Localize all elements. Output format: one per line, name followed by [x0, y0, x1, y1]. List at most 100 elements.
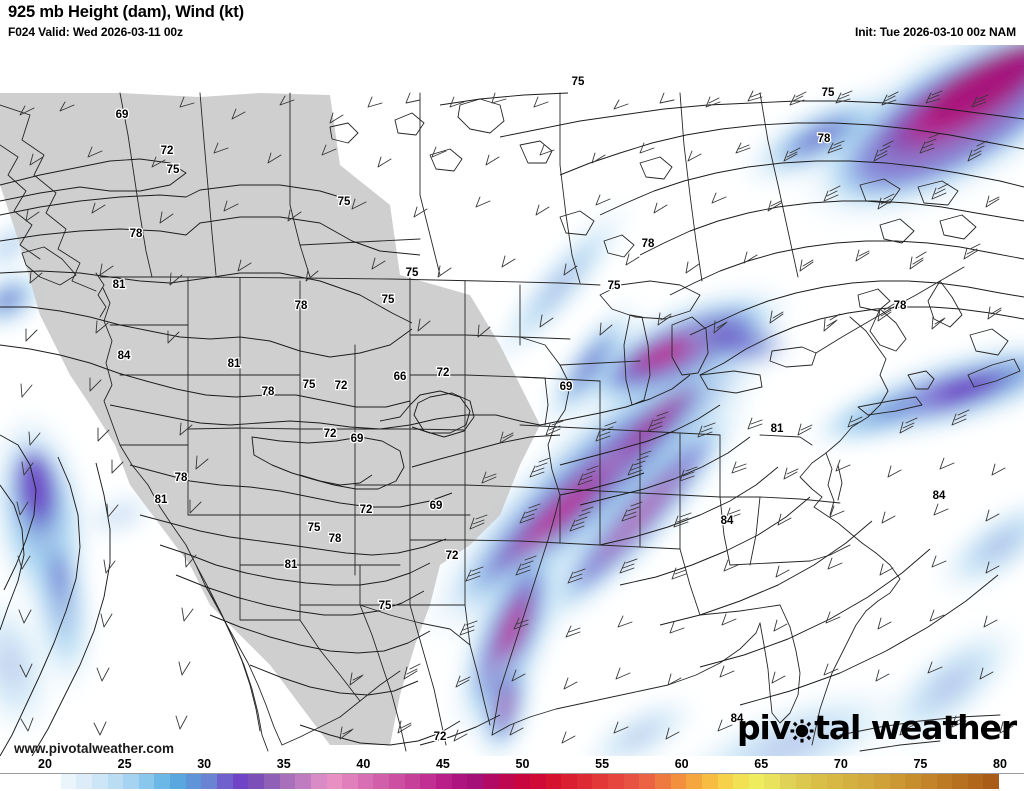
colorbar-swatch: [608, 774, 624, 789]
sun-icon: [790, 719, 814, 743]
contour-label: 84: [731, 713, 744, 725]
contour-label: 84: [933, 490, 946, 502]
wind-speed-colorbar[interactable]: 20 25 30 35 40 45 50 55 60 65 70 75 80: [0, 756, 1024, 791]
colorbar-swatch: [248, 774, 264, 789]
contour-label: 78: [642, 238, 655, 250]
colorbar-swatch: [310, 774, 327, 789]
colorbar-swatch: [389, 774, 405, 789]
logo-text-part2: tal weather: [814, 708, 1017, 747]
colorbar-swatch: [780, 774, 796, 789]
colorbar-swatch: [185, 774, 202, 789]
contour-label: 75: [338, 196, 351, 208]
init-time-label: Init: Tue 2026-03-10 00z NAM: [854, 25, 1016, 39]
contour-label: 81: [285, 559, 298, 571]
colorbar-tick: 65: [754, 757, 769, 771]
map-svg: 69 72 75 78 81 75 75 75 78 78 75 75 78 75 78 84 81 66 72 78…: [0, 45, 1024, 756]
wind-speed-shading: [0, 45, 1024, 756]
contour-label: 75: [572, 76, 585, 88]
contour-label: 72: [446, 550, 459, 562]
contour-label: 69: [430, 500, 443, 512]
map-canvas[interactable]: 69 72 75 78 81 75 75 75 78 78 75 75 78 75 78 84 81 66 72 78…: [0, 45, 1024, 756]
colorbar-swatch: [576, 774, 593, 789]
colorbar-swatch: [936, 774, 953, 789]
contour-label: 81: [228, 358, 241, 370]
colorbar-swatch: [733, 774, 749, 789]
colorbar-swatch: [170, 774, 186, 789]
colorbar-swatch: [701, 774, 718, 789]
colorbar-tick: 30: [197, 757, 212, 771]
contour-label: 75: [382, 294, 395, 306]
colorbar-swatch: [232, 774, 249, 789]
wind-barbs: [16, 90, 1014, 744]
colorbar-swatch: [123, 774, 139, 789]
colorbar-swatch: [717, 774, 734, 789]
contour-label: 72: [335, 380, 348, 392]
colorbar-tick: 50: [515, 757, 530, 771]
colorbar-swatch: [295, 774, 311, 789]
contour-label: 69: [116, 109, 129, 121]
colorbar-swatch: [842, 774, 859, 789]
colorbar-swatch: [905, 774, 921, 789]
colorbar-swatch: [279, 774, 296, 789]
colorbar-swatch: [514, 774, 530, 789]
contour-label: 78: [175, 472, 188, 484]
land-shading: [0, 93, 540, 745]
colorbar-swatch: [60, 774, 77, 789]
contour-label: 78: [130, 228, 143, 240]
colorbar-swatch: [639, 774, 655, 789]
colorbar-swatch: [545, 774, 562, 789]
colorbar-tick: 35: [276, 757, 291, 771]
colorbar-swatch: [889, 774, 906, 789]
colorbar-swatch: [263, 774, 280, 789]
logo-text-part1: piv: [737, 708, 791, 747]
contour-label: 78: [262, 386, 275, 398]
valid-time-label: F024 Valid: Wed 2026-03-11 00z: [8, 25, 183, 39]
colorbar-swatch: [827, 774, 843, 789]
colorbar-tick: 55: [595, 757, 610, 771]
colorbar-swatch: [217, 774, 233, 789]
colorbar-tick: 70: [833, 757, 848, 771]
colorbar-tick: 75: [913, 757, 928, 771]
colorbar-swatches: [45, 774, 1000, 789]
colorbar-swatch: [436, 774, 452, 789]
colorbar-swatch: [420, 774, 437, 789]
colorbar-swatch: [873, 774, 890, 789]
colorbar-swatch: [451, 774, 468, 789]
colorbar-tick: 25: [117, 757, 132, 771]
contour-label: 75: [167, 164, 180, 176]
colorbar-swatch: [920, 774, 937, 789]
colorbar-swatch: [654, 774, 671, 789]
colorbar-swatch: [357, 774, 374, 789]
contour-label: 75: [379, 600, 392, 612]
contour-label: 81: [113, 279, 126, 291]
colorbar-swatch: [154, 774, 171, 789]
colorbar-swatch: [686, 774, 702, 789]
map-boundaries: [0, 92, 1021, 752]
contour-label: 78: [329, 533, 342, 545]
colorbar-swatch: [858, 774, 874, 789]
contour-label: 72: [434, 731, 447, 743]
colorbar-swatch: [76, 774, 92, 789]
contour-labels: 69 72 75 78 81 75 75 75 78 78 75 75 78 75 78 84 81 66 72 78…: [111, 75, 947, 745]
colorbar-swatch: [983, 774, 1000, 789]
colorbar-tick: 60: [674, 757, 689, 771]
colorbar-swatch: [967, 774, 984, 789]
colorbar-swatch: [795, 774, 812, 789]
colorbar-tick-labels: 20 25 30 35 40 45 50 55 60 65 70 75 80: [0, 756, 1024, 774]
colorbar-swatch: [764, 774, 781, 789]
contour-label: 78: [818, 133, 831, 145]
contour-label: 75: [608, 280, 621, 292]
contour-label: 72: [360, 504, 373, 516]
colorbar-divider: [0, 773, 1024, 774]
contour-label: 84: [721, 515, 734, 527]
colorbar-swatch: [748, 774, 765, 789]
contour-label: 81: [771, 423, 784, 435]
contour-label: 84: [118, 350, 131, 362]
contour-label: 75: [308, 522, 321, 534]
colorbar-swatch: [561, 774, 577, 789]
colorbar-swatch: [811, 774, 828, 789]
colorbar-swatch: [91, 774, 108, 789]
colorbar-tick: 40: [356, 757, 371, 771]
colorbar-swatch: [498, 774, 515, 789]
